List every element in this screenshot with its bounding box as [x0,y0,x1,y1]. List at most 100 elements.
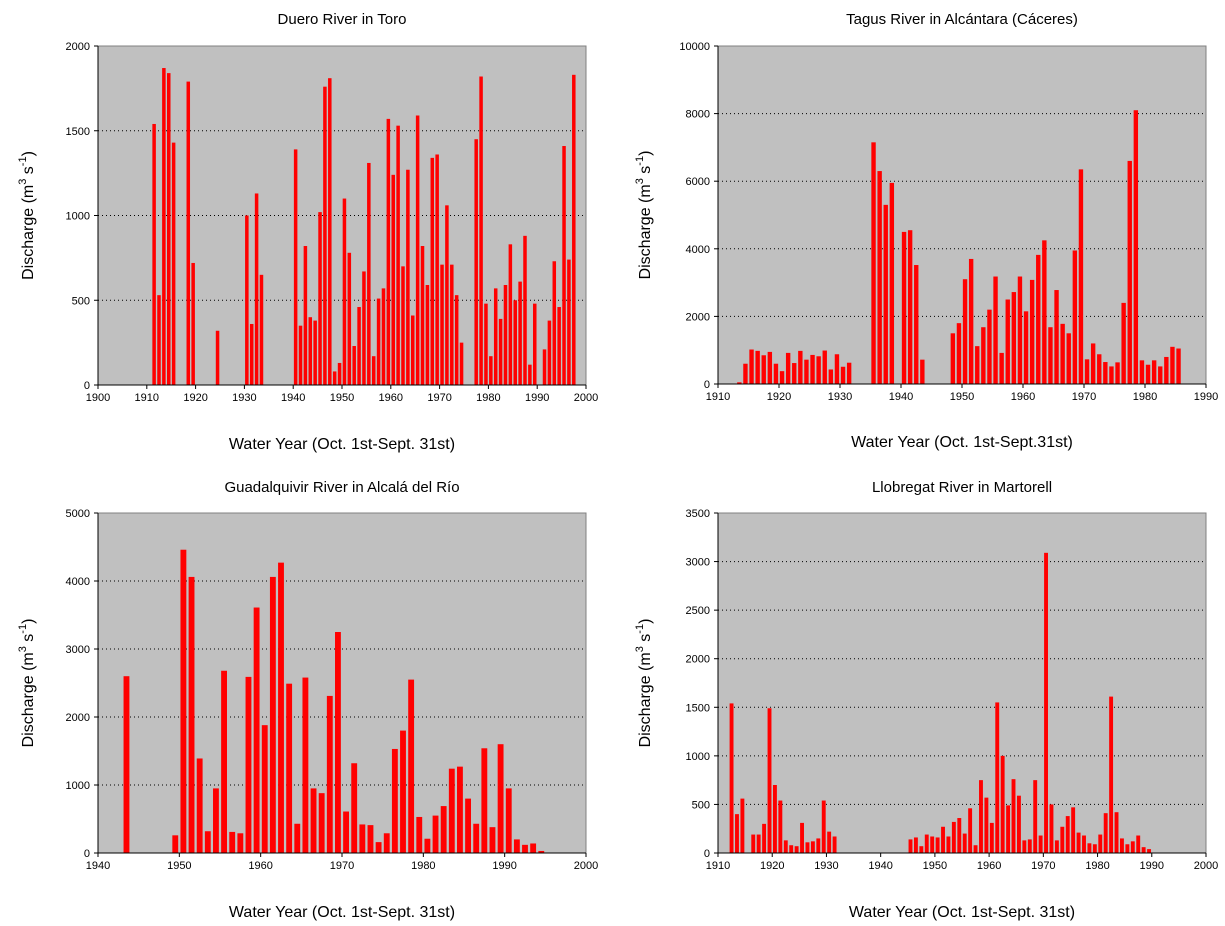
bar [269,576,276,853]
x-tick-label: 1970 [427,392,451,404]
bar [237,833,244,853]
bar [1082,835,1086,853]
bar [406,169,410,385]
bar [302,677,309,853]
x-tick-label: 1940 [86,860,110,872]
bar [999,352,1004,384]
bar [1092,844,1097,853]
bar [1027,839,1032,853]
bar [352,346,356,385]
bar [1097,354,1102,384]
bar [834,354,840,384]
y-axis-label: Discharge (m3 s-1) [634,619,654,748]
bar [935,837,940,853]
x-tick-label: 1980 [1133,391,1157,403]
bar [432,815,439,853]
x-tick-label: 1990 [1140,860,1164,872]
bar [430,157,435,385]
bar [1103,362,1108,384]
bar [913,837,918,853]
bar [215,330,220,385]
y-tick-label: 4000 [66,576,90,588]
bar [792,363,797,384]
bar [1048,327,1053,384]
bar [171,142,176,385]
bar [523,235,527,385]
bar [152,123,156,385]
x-tick-label: 1960 [379,392,403,404]
bar [359,824,366,853]
bar [484,303,488,385]
bar [204,831,211,853]
bar [459,342,464,386]
bar [530,843,537,853]
x-tick-label: 1940 [889,391,913,403]
bar [1109,366,1114,384]
bar [371,356,376,385]
bar [919,846,924,853]
y-tick-label: 1000 [66,780,90,792]
bar [278,562,284,853]
bar [357,307,361,385]
bar [1033,780,1038,853]
bar [298,325,303,385]
bar [1042,240,1047,384]
bar [328,78,332,385]
bar [313,320,317,385]
bar [552,261,557,385]
x-tick-label: 1990 [1194,391,1218,403]
x-axis-label: Water Year (Oct. 1st-Sept.31st) [851,434,1073,451]
bar [1115,362,1120,384]
bar [930,836,935,853]
bar [756,834,761,853]
bar [761,355,766,384]
bar [249,323,254,385]
bar [908,839,913,853]
bar [871,142,876,384]
y-tick-label: 8000 [686,109,710,121]
bar [946,836,951,853]
bar [1176,348,1181,384]
x-tick-label: 1960 [1011,391,1035,403]
y-tick-label: 2000 [66,712,90,724]
bar [981,327,986,384]
y-tick-label: 0 [84,848,90,860]
bar [347,252,352,385]
bar [1103,813,1108,853]
bar [975,346,980,384]
x-tick-label: 1970 [330,860,354,872]
chart-llobregat-martorell: Llobregat River in Martorell 0 500 1000 1500… [634,479,1218,921]
bar [396,125,400,386]
y-axis-label: Discharge (m3 s-1) [17,151,37,280]
bar [401,266,405,385]
bar [1078,169,1084,384]
bar [342,198,347,385]
x-tick-label: 1930 [828,391,852,403]
bar [789,845,794,853]
y-tick-label: 3000 [686,557,710,569]
bar [375,842,382,853]
bar [1130,841,1135,853]
chart-title: Llobregat River in Martorell [872,479,1052,496]
bar [968,808,973,853]
bar [956,323,962,384]
bar [294,823,301,853]
bar [424,838,431,853]
bar [1017,276,1023,384]
bar [914,265,919,384]
x-tick-label: 1950 [330,392,354,404]
bar [1060,826,1065,853]
x-tick-label: 1960 [248,860,272,872]
x-tick-label: 1920 [183,392,207,404]
bar [1011,292,1017,384]
bar [420,246,425,385]
bar [229,831,236,853]
bar [1006,805,1011,853]
y-tick-label: 500 [72,295,90,307]
bar [1029,279,1035,384]
bar [1084,359,1090,384]
bar [907,230,913,384]
bar [416,816,423,853]
bar [729,703,734,853]
y-tick-label: 4000 [686,244,710,256]
